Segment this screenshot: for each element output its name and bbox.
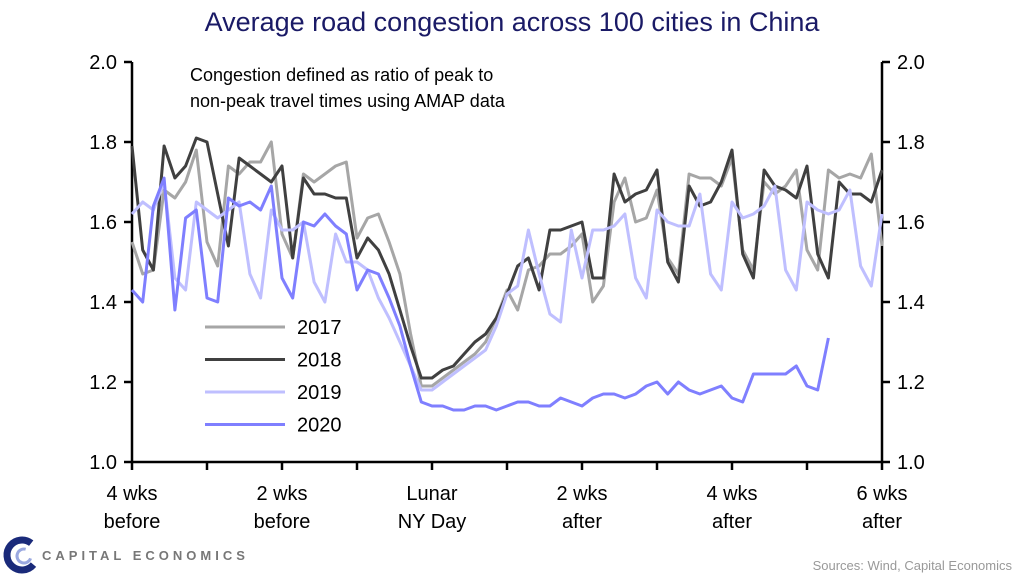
y-tick-label-right: 1.6 <box>897 212 925 234</box>
brand-name: CAPITAL ECONOMICS <box>42 548 249 563</box>
x-tick-label: 2 wks <box>256 483 307 505</box>
legend-label-2019: 2019 <box>297 382 342 404</box>
capital-economics-logo: CAPITAL ECONOMICS <box>3 536 249 574</box>
y-tick-label-left: 1.6 <box>89 212 117 234</box>
chart-title: Average road congestion across 100 citie… <box>205 7 821 37</box>
series-group <box>130 136 884 412</box>
x-tick-label: Lunar <box>406 483 457 505</box>
x-tick-label: before <box>254 511 311 533</box>
annotation-line-1: Congestion defined as ratio of peak to <box>190 65 493 85</box>
y-tick-label-right: 2.0 <box>897 52 925 74</box>
y-tick-label-right: 1.4 <box>897 292 925 314</box>
y-tick-label-left: 1.4 <box>89 292 117 314</box>
series-line-2020 <box>130 176 830 412</box>
x-tick-label: NY Day <box>398 511 467 533</box>
legend: 2017 2018 2019 2020 <box>205 317 342 437</box>
legend-label-2018: 2018 <box>297 350 342 372</box>
x-tick-label: after <box>862 511 902 533</box>
series-line-2019 <box>130 180 884 392</box>
y-tick-label-right: 1.0 <box>897 452 925 474</box>
annotation-line-2: non-peak travel times using AMAP data <box>190 91 506 111</box>
y-tick-label-left: 1.8 <box>89 132 117 154</box>
y-tick-label-left: 1.0 <box>89 452 117 474</box>
x-tick-label: 6 wks <box>856 483 907 505</box>
x-tick-label: before <box>104 511 161 533</box>
logo-c-icon <box>3 536 41 574</box>
source-note: Sources: Wind, Capital Economics <box>813 558 1013 573</box>
y-tick-label-left: 1.2 <box>89 372 117 394</box>
x-tick-label: 4 wks <box>706 483 757 505</box>
y-tick-label-left: 2.0 <box>89 52 117 74</box>
y-tick-label-right: 1.2 <box>897 372 925 394</box>
y-tick-label-right: 1.8 <box>897 132 925 154</box>
series-line-2018 <box>130 136 884 380</box>
x-tick-label: after <box>712 511 752 533</box>
axes: 1.0 1.0 1.2 1.2 1.4 1.4 1.6 1.6 1.8 1.8 2.0 2.0 4 wk… <box>89 52 925 533</box>
legend-label-2017: 2017 <box>297 317 342 339</box>
x-tick-label: 2 wks <box>556 483 607 505</box>
x-tick-label: after <box>562 511 602 533</box>
legend-label-2020: 2020 <box>297 415 342 437</box>
x-tick-label: 4 wks <box>106 483 157 505</box>
logo-e-icon <box>15 547 33 565</box>
